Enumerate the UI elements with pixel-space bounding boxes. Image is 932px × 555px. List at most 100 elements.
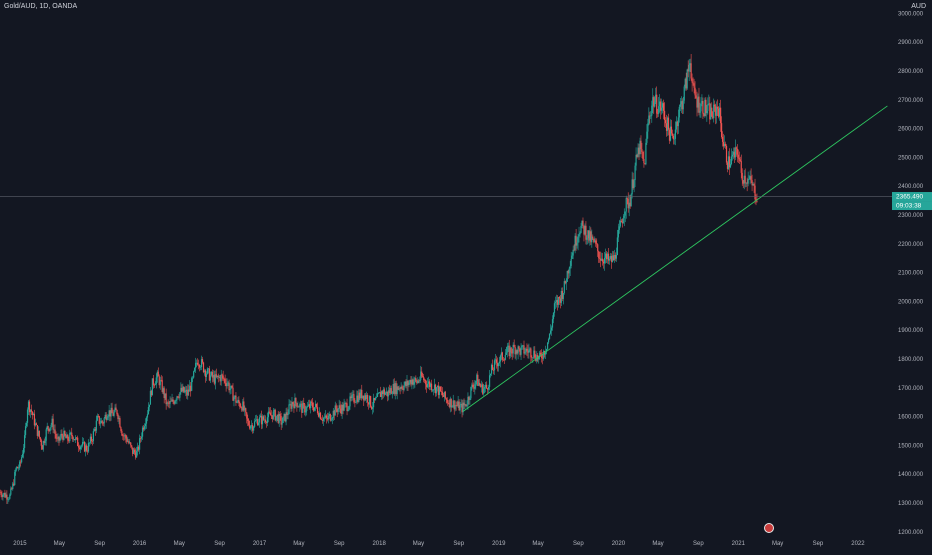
candle-body [487,388,489,390]
candle-body [321,419,324,421]
candle-body [647,123,649,132]
candle-body [291,402,293,409]
candle-body [484,387,486,389]
candle-body [463,402,465,406]
candle-body [137,446,139,451]
candle-body [552,312,555,320]
candle-body [100,420,102,424]
candle-body [36,424,38,436]
candle-body [366,395,368,400]
candle-body [205,373,208,377]
candle-body [460,403,462,406]
candle-body [87,442,90,452]
candle-body [726,162,729,169]
candle-body [717,106,719,109]
candle-body [225,382,227,387]
candle-body [507,345,509,348]
candle-body [282,416,284,424]
candle-body [33,413,36,426]
candle-body [355,401,357,403]
candle-body [477,374,479,386]
candle-body [451,405,453,408]
candle-body [246,412,248,419]
candle-body [239,403,241,408]
candle-body [627,198,629,209]
candle-body [218,376,220,378]
candle-body [267,411,269,418]
candle-body [462,402,464,413]
candle-body [269,412,271,416]
candle-body [287,413,289,416]
candle-body [270,415,272,416]
candle-body [405,381,407,387]
candle-body [253,426,255,431]
candle-body [230,385,232,389]
candle-body [377,393,380,394]
candle-body [497,363,500,367]
candle-body [335,405,337,410]
candle-body [363,395,365,401]
candle-body [278,413,280,423]
candle-body [173,401,175,404]
candle-body [298,406,300,408]
candle-body [586,238,588,240]
candle-body [142,427,145,430]
candle-body [160,380,162,381]
candle-body [509,347,511,357]
candle-body [262,416,265,420]
candle-body [294,397,296,409]
candle-body [574,235,576,251]
candle-body [3,492,5,495]
candle-body [275,416,277,421]
candle-body [307,406,309,407]
candle-body [324,415,327,418]
candle-body [402,388,404,390]
x-tick-label: May [54,541,65,547]
x-tick-label: May [772,541,783,547]
candle-body [170,401,172,402]
candle-body [215,374,217,378]
candle-body [325,415,327,419]
candle-body [510,347,512,353]
candle-body [179,392,181,398]
y-tick-label: 2600.000 [898,127,924,133]
candle-body [369,396,371,405]
candle-body [444,391,446,399]
y-tick-label: 2100.000 [898,271,924,277]
candle-body [200,359,203,367]
candle-body [227,382,229,384]
candle-body [383,389,385,395]
candle-body [75,437,77,441]
candle-body [658,106,660,114]
candle-body [723,143,726,147]
symbol-title[interactable]: Gold/AUD, 1D, OANDA [4,3,78,10]
candle-body [167,402,169,404]
candle-body [189,385,191,392]
candle-body [341,405,343,414]
candle-body [178,397,180,398]
candle-body [150,390,152,396]
candle-body [639,140,641,155]
candle-body [364,395,366,401]
candle-body [576,242,578,246]
candle-body [561,290,563,299]
candle-body [397,386,399,390]
candle-body [268,411,270,413]
y-tick-label: 1300.000 [898,501,924,507]
candle-body [213,375,215,384]
currency-label: AUD [911,3,926,10]
candle-body [700,103,702,112]
candle-body [466,405,468,407]
candle-body [493,360,496,371]
candle-body [429,383,432,387]
candle-body [344,403,346,405]
candle-body [664,120,667,124]
candle-body [184,391,186,393]
candle-body [605,253,608,260]
candle-body [76,437,78,439]
candle-body [10,488,12,495]
candle-body [401,386,403,389]
candle-body [22,448,25,454]
